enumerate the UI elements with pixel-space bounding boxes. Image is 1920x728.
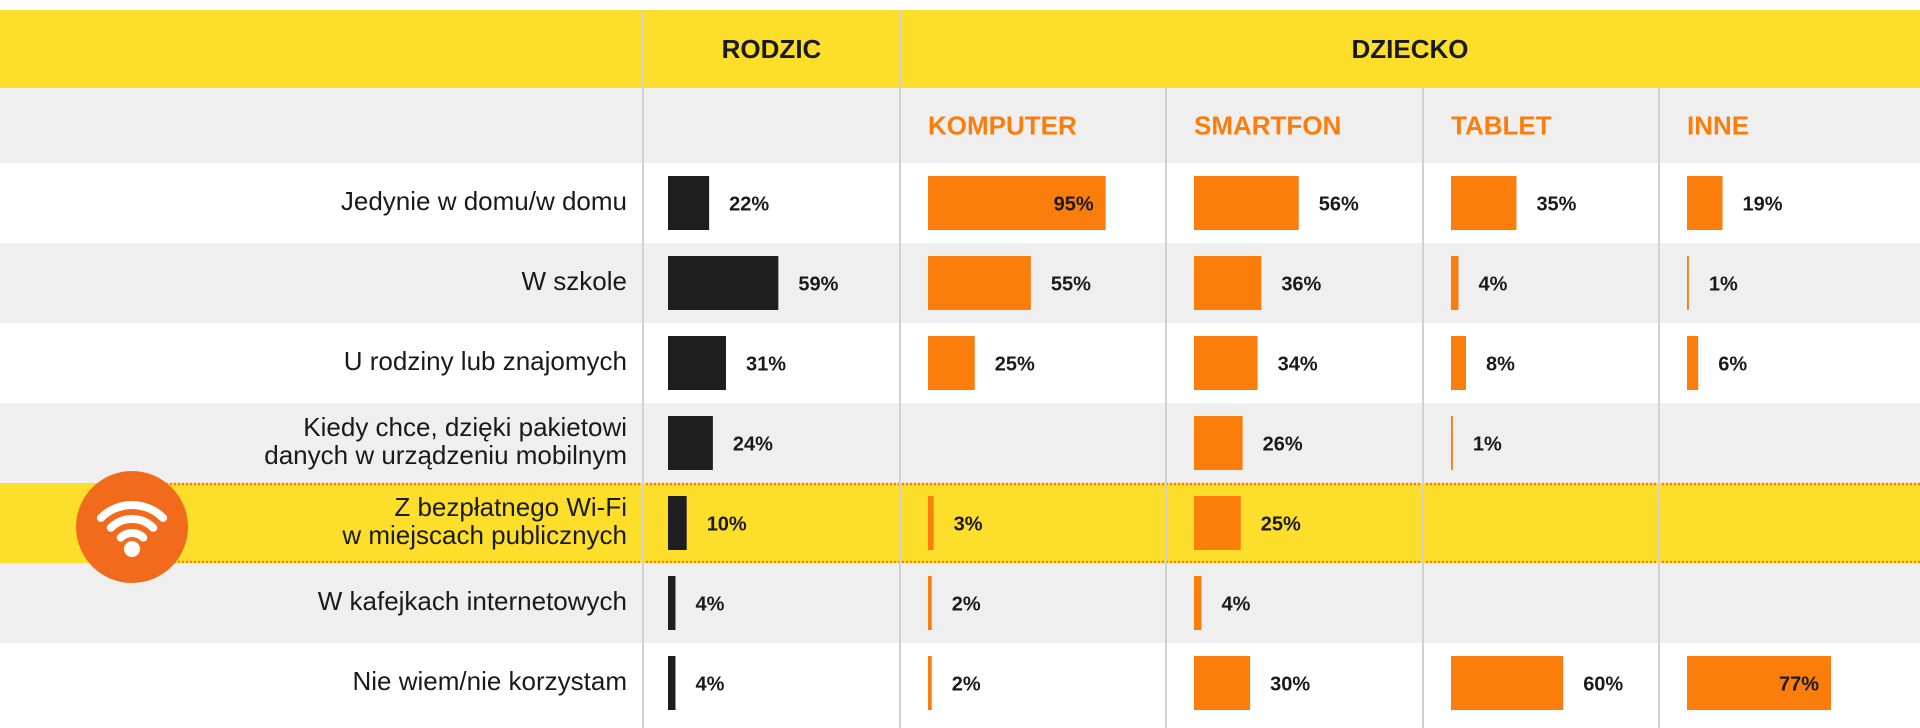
row-label-line: Kiedy chce, dzięki pakietowi — [303, 412, 627, 442]
value-label: 56% — [1319, 193, 1359, 215]
column-header: INNE — [1687, 110, 1749, 140]
column-header: KOMPUTER — [928, 110, 1077, 140]
value-label: 4% — [1478, 273, 1507, 295]
value-label: 4% — [1221, 593, 1250, 615]
header-band — [0, 10, 1920, 88]
column-header: SMARTFON — [1194, 110, 1341, 140]
bar — [1194, 176, 1299, 230]
bar — [1687, 256, 1689, 310]
wifi-dot — [124, 541, 140, 557]
bar — [1451, 256, 1459, 310]
bar — [1451, 176, 1517, 230]
value-label: 8% — [1486, 353, 1515, 375]
bar — [928, 336, 975, 390]
bar — [928, 656, 932, 710]
group-header: RODZIC — [722, 34, 822, 64]
wifi-arc — [116, 529, 148, 542]
value-label: 30% — [1270, 673, 1310, 695]
row-label-line: U rodziny lub znajomych — [344, 346, 627, 376]
bar — [928, 496, 934, 550]
bar — [1451, 656, 1564, 710]
bar — [1194, 656, 1251, 710]
value-label: 60% — [1583, 673, 1623, 695]
bar — [1687, 176, 1723, 230]
value-label: 1% — [1709, 273, 1738, 295]
row-label: Nie wiem/nie korzystam — [352, 666, 627, 696]
value-label: 36% — [1281, 273, 1321, 295]
row-label-line: Jedynie w domu/w domu — [341, 186, 627, 216]
value-label: 25% — [1261, 513, 1301, 535]
row-background — [0, 483, 1920, 563]
value-label: 22% — [729, 193, 769, 215]
bar — [1194, 256, 1262, 310]
value-label: 6% — [1718, 353, 1747, 375]
row-label: Jedynie w domu/w domu — [341, 186, 627, 216]
value-label: 2% — [952, 593, 981, 615]
row-label: Kiedy chce, dzięki pakietowi danych w urz… — [264, 412, 627, 470]
value-label: 31% — [746, 353, 786, 375]
bar — [1194, 576, 1202, 630]
bar — [1687, 656, 1831, 710]
value-label: 95% — [1054, 193, 1094, 215]
value-label: 3% — [954, 513, 983, 535]
wifi-icon-bg — [76, 471, 188, 583]
bar — [668, 416, 713, 470]
subheader-band — [0, 88, 1920, 163]
bar — [1451, 416, 1453, 470]
row-background — [0, 563, 1920, 643]
row-background — [0, 643, 1920, 723]
bar — [1194, 416, 1243, 470]
bar — [1194, 496, 1241, 550]
bar — [1451, 336, 1466, 390]
value-label: 25% — [995, 353, 1035, 375]
wifi-icon — [76, 471, 188, 583]
row-label: W szkole — [522, 266, 627, 296]
bar — [668, 336, 726, 390]
bar — [928, 576, 932, 630]
bar — [668, 496, 687, 550]
value-label: 77% — [1779, 673, 1819, 695]
row-label: U rodziny lub znajomych — [344, 346, 627, 376]
value-label: 26% — [1263, 433, 1303, 455]
bar — [668, 656, 676, 710]
bar — [928, 256, 1031, 310]
value-label: 55% — [1051, 273, 1091, 295]
bar — [928, 176, 1106, 230]
bar — [1194, 336, 1258, 390]
value-label: 2% — [952, 673, 981, 695]
value-label: 1% — [1473, 433, 1502, 455]
value-label: 34% — [1278, 353, 1318, 375]
group-header: DZIECKO — [1352, 34, 1469, 64]
bar — [1687, 336, 1699, 390]
row-label-line: Nie wiem/nie korzystam — [352, 666, 627, 696]
row-label-line: Z bezpłatnego Wi-Fi — [394, 492, 627, 522]
row-label: W kafejkach internetowych — [318, 586, 627, 616]
bar — [668, 176, 710, 230]
wifi-arc — [96, 501, 168, 522]
value-label: 24% — [733, 433, 773, 455]
bar — [668, 256, 779, 310]
row-label-line: w miejscach publicznych — [341, 520, 627, 550]
row-label-line: W szkole — [522, 266, 627, 296]
value-label: 4% — [695, 673, 724, 695]
row-background — [0, 403, 1920, 483]
value-label: 4% — [695, 593, 724, 615]
bar — [668, 576, 676, 630]
row-label-line: danych w urządzeniu mobilnym — [264, 440, 627, 470]
row-label-line: W kafejkach internetowych — [318, 586, 627, 616]
wifi-arc — [106, 515, 158, 532]
value-label: 59% — [798, 273, 838, 295]
row-label: Z bezpłatnego Wi-Fi w miejscach publiczny… — [341, 492, 627, 550]
value-label: 19% — [1743, 193, 1783, 215]
value-label: 10% — [707, 513, 747, 535]
value-label: 35% — [1536, 193, 1576, 215]
column-header: TABLET — [1451, 110, 1552, 140]
